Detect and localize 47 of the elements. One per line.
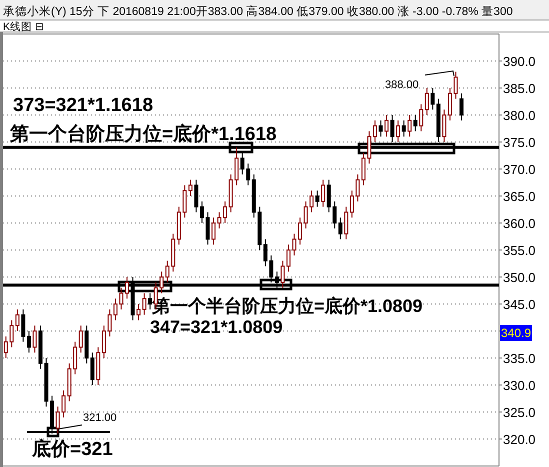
- text: 340.9: [501, 326, 532, 340]
- candlestick: [212, 217, 216, 246]
- chart-title: 承德小米(Y) 15分 下 20160819 21:00开383.00 高384.00 低379.00 收380.00 涨 -3.00 -0.78% 量300: [3, 4, 513, 18]
- candlestick: [424, 88, 429, 116]
- y-tick-label: 385.0: [503, 81, 536, 96]
- candlestick: [408, 114, 412, 138]
- candlestick: [430, 88, 435, 110]
- candlestick: [21, 308, 26, 342]
- candlestick: [286, 244, 290, 272]
- candlestick: [84, 325, 89, 364]
- candlestick: [125, 276, 129, 300]
- y-tick-label: 380.0: [503, 108, 536, 123]
- candlestick: [373, 120, 377, 142]
- chart-subtitle: K线图 ⊟: [3, 20, 44, 33]
- y-tick-label: 390.0: [503, 54, 536, 69]
- y-tick-label: 355.0: [503, 243, 536, 258]
- candlestick: [32, 325, 37, 354]
- candlestick: [90, 352, 94, 386]
- candlestick: [15, 308, 20, 332]
- candlestick: [384, 114, 389, 138]
- candlestick: [378, 120, 383, 138]
- y-tick-label: 335.0: [503, 351, 536, 366]
- y-tick-label: 360.0: [503, 216, 536, 231]
- y-tick-label: 370.0: [503, 162, 536, 177]
- annotation: 底价=321: [31, 438, 114, 460]
- candlestick: [38, 325, 42, 370]
- annotation: 第一个台阶压力位=底价*1.1618: [9, 123, 277, 145]
- candlestick: [442, 109, 446, 142]
- y-tick-label: 320.0: [503, 432, 536, 447]
- candlestick: [396, 120, 400, 142]
- annotation: 373=321*1.1618: [13, 95, 154, 116]
- y-tick-label: 350.0: [503, 270, 536, 285]
- candlestick: [26, 330, 31, 354]
- candlestick: [460, 92, 464, 121]
- candlestick: [402, 120, 406, 138]
- candlestick: [315, 190, 320, 208]
- y-tick-label: 345.0: [503, 297, 536, 312]
- candlestick: [78, 325, 83, 354]
- annotation: 388.00: [385, 79, 419, 91]
- annotation: 347=321*1.0809: [150, 317, 283, 337]
- annotation: 321.00: [83, 412, 117, 424]
- y-tick-label: 375.0: [503, 135, 536, 150]
- y-tick-label: 365.0: [503, 189, 536, 204]
- candlestick: [142, 292, 146, 316]
- candlestick: [96, 346, 100, 386]
- y-tick-label: 330.0: [503, 378, 536, 393]
- y-tick-label: 325.0: [503, 405, 536, 420]
